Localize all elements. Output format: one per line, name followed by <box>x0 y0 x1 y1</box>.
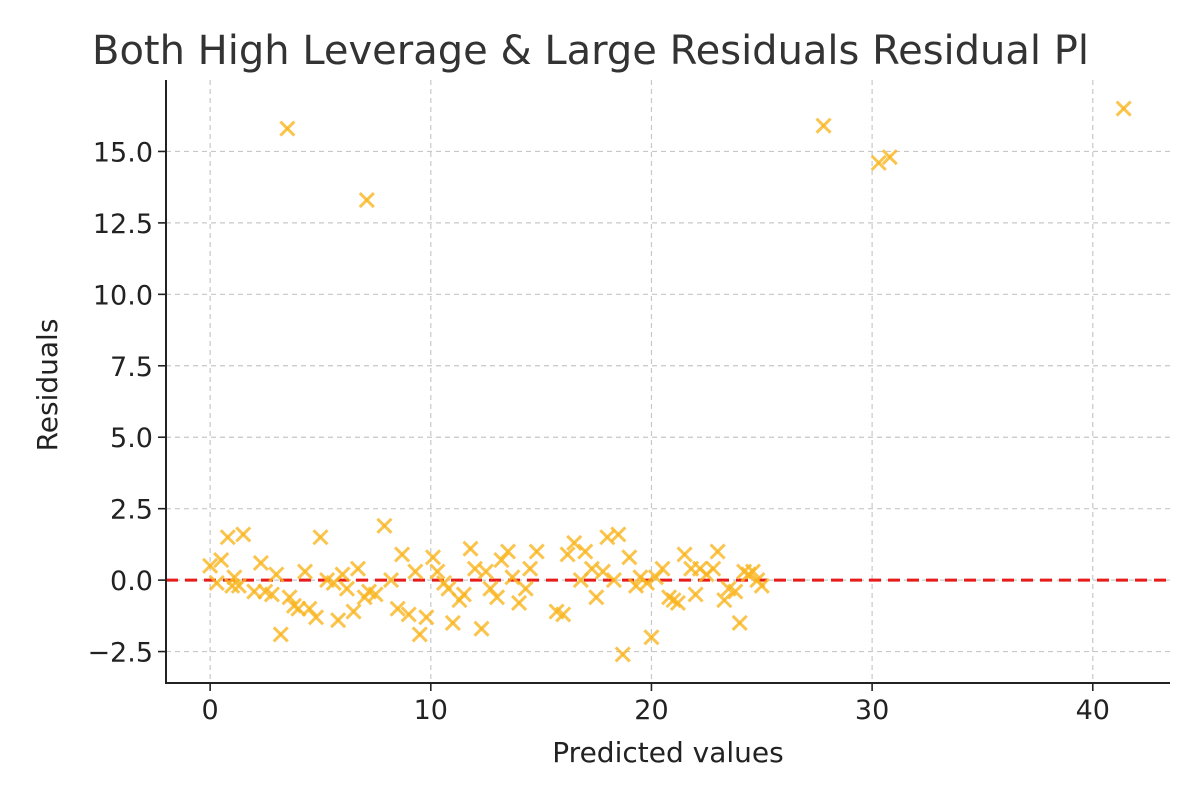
data-point <box>588 589 605 606</box>
data-point <box>219 529 236 546</box>
data-point <box>1115 100 1132 117</box>
data-point <box>669 594 686 612</box>
data-point <box>235 526 252 543</box>
chart-title: Both High Leverage & Large Residuals Res… <box>92 28 1089 74</box>
data-point <box>389 600 406 617</box>
data-point <box>610 526 627 543</box>
data-point <box>614 646 631 663</box>
x-tick-label: 40 <box>1076 695 1110 726</box>
data-point <box>577 543 594 560</box>
data-point <box>230 577 247 594</box>
axis-spines <box>165 80 1170 684</box>
y-tick-label: 10.0 <box>93 280 153 311</box>
y-tick-label: 12.5 <box>93 209 153 240</box>
x-tick-label: 0 <box>202 695 219 726</box>
data-point <box>407 563 424 580</box>
data-point <box>358 191 375 209</box>
data-point <box>208 574 225 592</box>
data-point <box>528 543 545 560</box>
data-point <box>477 563 495 580</box>
data-point <box>213 552 230 569</box>
data-point <box>731 614 748 632</box>
y-tick-label: 7.5 <box>110 352 153 383</box>
data-point <box>424 549 442 566</box>
data-point <box>727 583 744 600</box>
data-point <box>709 543 726 560</box>
data-point <box>252 554 269 572</box>
data-point <box>349 560 367 577</box>
data-point <box>522 560 539 577</box>
y-axis-label: Residuals <box>31 319 64 452</box>
data-points <box>202 100 1132 663</box>
x-tick-label: 10 <box>414 695 448 726</box>
data-point <box>429 563 446 580</box>
grid-lines <box>166 80 1170 683</box>
data-point <box>272 626 289 643</box>
data-point <box>330 612 347 629</box>
data-point <box>559 546 576 563</box>
data-point <box>383 572 400 589</box>
data-point <box>654 560 671 577</box>
data-point <box>716 592 733 609</box>
data-point <box>815 117 832 134</box>
data-point <box>705 560 722 577</box>
data-point <box>345 603 362 620</box>
data-point <box>504 569 521 586</box>
data-point <box>376 517 393 534</box>
data-point <box>753 577 770 594</box>
data-point <box>226 569 243 586</box>
x-axis-ticks: 0 10 20 30 40 <box>202 683 1110 726</box>
data-point <box>744 563 762 580</box>
x-axis-label: Predicted values <box>552 736 783 769</box>
data-point <box>307 609 325 626</box>
data-point <box>462 540 479 557</box>
data-point <box>566 534 583 552</box>
data-point <box>870 154 887 171</box>
data-point <box>488 589 506 606</box>
y-tick-label: −2.5 <box>87 638 153 669</box>
data-point <box>263 586 280 603</box>
data-point <box>594 563 611 580</box>
data-point <box>517 580 534 597</box>
data-point <box>687 586 704 603</box>
data-point <box>400 606 417 623</box>
x-tick-label: 30 <box>855 695 889 726</box>
y-tick-label: 15.0 <box>93 137 153 168</box>
y-axis-ticks: −2.5 0.0 2.5 5.0 7.5 10.0 12.5 15.0 <box>87 137 166 669</box>
data-point <box>411 626 428 643</box>
data-point <box>279 120 296 137</box>
data-point <box>281 589 298 606</box>
data-point <box>455 586 472 603</box>
data-point <box>268 566 285 583</box>
data-point <box>444 614 461 632</box>
data-point <box>881 149 898 166</box>
data-point <box>338 580 356 597</box>
data-point <box>638 574 656 592</box>
y-tick-label: 0.0 <box>110 566 153 597</box>
data-point <box>312 529 329 546</box>
data-point <box>296 563 314 580</box>
y-tick-label: 5.0 <box>110 423 153 454</box>
data-point <box>202 557 219 574</box>
y-tick-label: 2.5 <box>110 495 153 526</box>
data-point <box>499 543 517 560</box>
data-point <box>418 609 435 626</box>
data-point <box>473 620 490 637</box>
data-point <box>367 586 384 603</box>
data-point <box>621 549 638 566</box>
data-point <box>334 566 351 583</box>
data-point <box>605 572 622 589</box>
data-point <box>643 629 660 646</box>
data-point <box>555 606 572 623</box>
data-point <box>510 594 528 612</box>
data-point <box>676 546 693 563</box>
x-tick-label: 20 <box>634 695 668 726</box>
data-point <box>394 546 411 563</box>
